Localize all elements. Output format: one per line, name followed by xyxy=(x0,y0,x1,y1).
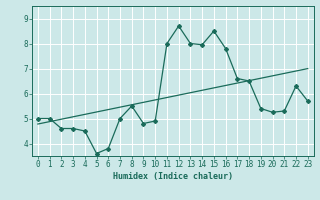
X-axis label: Humidex (Indice chaleur): Humidex (Indice chaleur) xyxy=(113,172,233,181)
